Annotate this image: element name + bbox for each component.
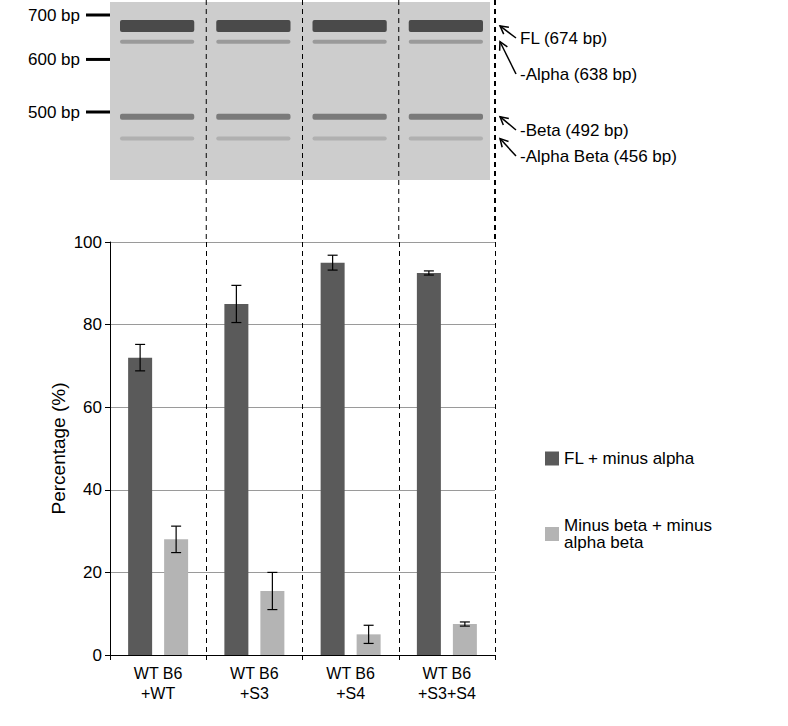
svg-text:100: 100 [74, 233, 102, 252]
svg-text:+S3+S4: +S3+S4 [418, 685, 476, 702]
svg-text:600 bp: 600 bp [28, 50, 80, 69]
svg-text:-Alpha (638 bp): -Alpha (638 bp) [520, 65, 637, 84]
svg-text:Percentage (%): Percentage (%) [48, 382, 69, 514]
svg-text:700 bp: 700 bp [28, 6, 80, 25]
svg-text:alpha beta: alpha beta [564, 533, 644, 552]
svg-text:40: 40 [83, 480, 102, 499]
svg-text:80: 80 [83, 315, 102, 334]
svg-text:-Alpha Beta (456 bp): -Alpha Beta (456 bp) [520, 147, 677, 166]
svg-text:20: 20 [83, 563, 102, 582]
svg-text:FL + minus alpha: FL + minus alpha [564, 449, 695, 468]
svg-text:-Beta (492 bp): -Beta (492 bp) [520, 121, 629, 140]
svg-text:+S4: +S4 [336, 685, 365, 702]
svg-text:0: 0 [93, 646, 102, 665]
svg-text:500 bp: 500 bp [28, 103, 80, 122]
svg-text:+S3: +S3 [240, 685, 269, 702]
svg-text:WT B6: WT B6 [423, 665, 472, 682]
svg-text:60: 60 [83, 398, 102, 417]
svg-text:Minus beta + minus: Minus beta + minus [564, 516, 717, 535]
svg-text:WT B6: WT B6 [230, 665, 279, 682]
svg-text:FL (674 bp): FL (674 bp) [520, 29, 607, 48]
svg-text:+WT: +WT [141, 685, 175, 702]
svg-text:WT B6: WT B6 [326, 665, 375, 682]
svg-text:WT B6: WT B6 [134, 665, 183, 682]
